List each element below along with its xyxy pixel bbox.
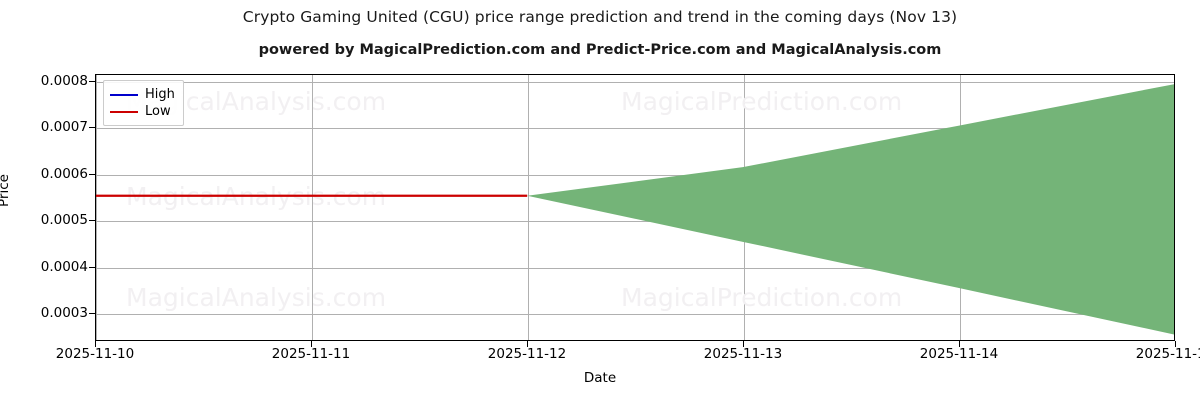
gridline-horizontal: [96, 174, 1174, 176]
y-axis-tick-mark: [89, 80, 95, 82]
chart-title: Crypto Gaming United (CGU) price range p…: [242, 8, 958, 26]
x-axis-tick-label: 2025-11-13: [703, 346, 783, 362]
x-axis-tick-mark: [311, 341, 312, 347]
gridline-vertical: [312, 75, 313, 340]
x-axis-tick-label: 2025-11-14: [919, 346, 999, 362]
gridline-horizontal: [96, 314, 1174, 316]
x-axis-tick-mark: [527, 341, 528, 347]
gridline-vertical: [96, 75, 97, 340]
legend-item-high[interactable]: High: [110, 86, 175, 103]
y-axis-tick-mark: [89, 313, 95, 315]
x-axis-tick-label: 2025-11-10: [55, 346, 135, 362]
y-axis-tick-mark: [89, 127, 95, 129]
legend-label: Low: [145, 104, 171, 119]
x-axis-label: Date: [583, 370, 617, 386]
plot-area: MagicalAnalysis.com MagicalPrediction.com…: [95, 74, 1175, 341]
legend-item-low[interactable]: Low: [110, 103, 175, 120]
x-axis-tick-mark: [743, 341, 744, 347]
x-axis-tick-mark: [1175, 341, 1176, 347]
gridline-horizontal: [96, 81, 1174, 83]
y-axis-tick-label: 0.0007: [40, 119, 88, 136]
legend-swatch-low: [110, 110, 138, 113]
data-layer: [96, 84, 1174, 335]
prediction-range-band: [527, 84, 1174, 335]
gridline-vertical: [528, 75, 529, 340]
x-axis-tick-label: 2025-11-15: [1135, 346, 1200, 362]
x-axis-tick-label: 2025-11-12: [487, 346, 567, 362]
chart-legend[interactable]: High Low: [103, 80, 184, 126]
chart-subtitle: powered by MagicalPrediction.com and Pre…: [258, 42, 942, 58]
x-axis-tick-mark: [959, 341, 960, 347]
y-axis-tick-label: 0.0008: [40, 72, 88, 89]
legend-swatch-high: [110, 93, 138, 96]
y-axis-tick-label: 0.0004: [40, 258, 88, 275]
y-axis-tick-mark: [89, 173, 95, 175]
gridline-horizontal: [96, 267, 1174, 269]
y-axis-tick-mark: [89, 266, 95, 268]
y-axis-tick-mark: [89, 220, 95, 222]
y-axis-tick-label: 0.0006: [40, 165, 88, 182]
x-axis-tick-label: 2025-11-11: [271, 346, 351, 362]
y-axis-tick-label: 0.0003: [40, 305, 88, 322]
x-axis-tick-mark: [95, 341, 96, 347]
y-axis-tick-label: 0.0005: [40, 212, 88, 229]
legend-label: High: [145, 87, 175, 102]
gridline-horizontal: [96, 221, 1174, 223]
gridline-horizontal: [96, 128, 1174, 130]
